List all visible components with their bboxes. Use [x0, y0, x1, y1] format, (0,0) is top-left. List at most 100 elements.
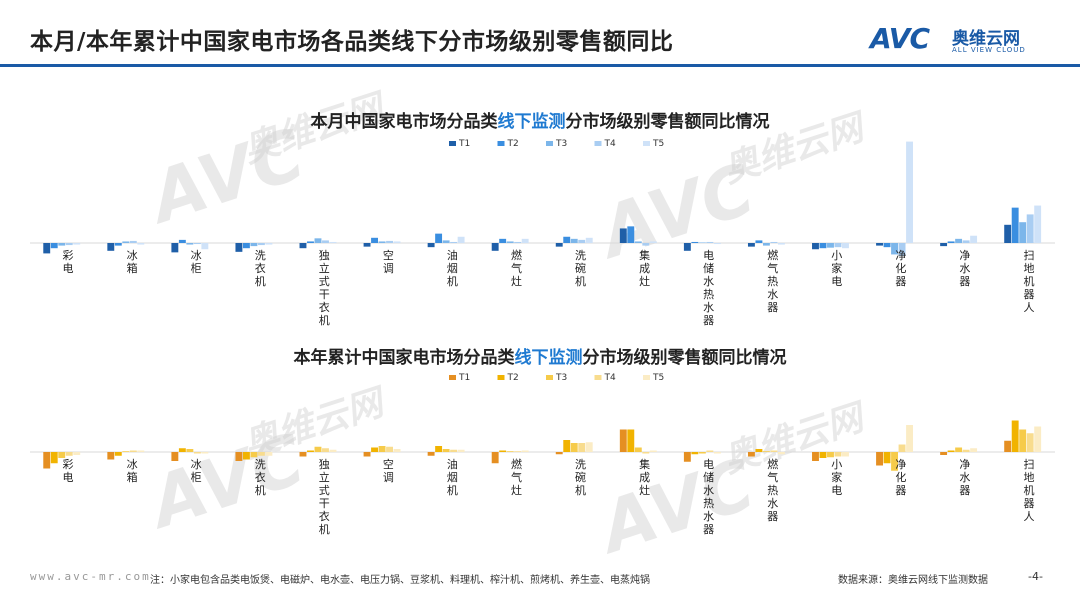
footer-url[interactable]: www.avc-mr.com	[30, 570, 151, 583]
chart-ytd-title-part1: 本年累计中国家电市场分品类	[293, 348, 515, 368]
bar-t3-4	[314, 446, 322, 452]
bar-t4-6	[450, 241, 458, 243]
bar-t2-15	[1011, 207, 1019, 243]
bar-t4-8	[578, 239, 586, 243]
bar-t2-9	[627, 429, 635, 452]
bar-t4-0	[65, 452, 73, 456]
bar-t5-5	[393, 449, 401, 452]
legend-label: T4	[604, 139, 616, 149]
bar-t4-1	[129, 450, 137, 452]
category-label: 独立式干衣机	[319, 458, 330, 536]
category-label: 彩电	[63, 249, 74, 275]
svg-text:冰箱: 冰箱	[127, 458, 138, 484]
svg-text:冰箱: 冰箱	[127, 249, 138, 275]
category-label: 洗碗机	[575, 249, 586, 288]
bar-t1-8	[555, 243, 563, 247]
bar-t3-12	[827, 452, 834, 458]
avc-logo: AVC 奥维云网 ALL VIEW CLOUD	[870, 20, 1050, 60]
bar-t1-10	[683, 452, 691, 462]
svg-text:扫地机器人: 扫地机器人	[1023, 249, 1034, 314]
bar-t4-7	[514, 451, 522, 452]
bar-t1-7	[491, 243, 499, 251]
bar-t4-14	[962, 449, 970, 452]
svg-text:洗碗机: 洗碗机	[575, 249, 586, 288]
bar-t1-13	[876, 452, 883, 466]
bar-t2-1	[114, 452, 122, 456]
svg-text:独立式干衣机: 独立式干衣机	[319, 249, 330, 327]
legend-swatch	[546, 375, 553, 380]
legend-swatch	[449, 375, 456, 380]
bar-t1-0	[43, 243, 51, 254]
bar-t2-15	[1011, 420, 1019, 452]
bar-t3-5	[378, 446, 386, 452]
bar-t4-5	[386, 240, 393, 243]
bar-t5-0	[73, 243, 81, 245]
bar-t1-9	[619, 429, 627, 452]
legend-label: T3	[555, 139, 567, 149]
bar-t4-9	[642, 243, 650, 246]
bar-t1-3	[235, 243, 243, 252]
chart-monthly-title-highlight: 线下监测	[497, 112, 566, 132]
bar-t4-15	[1026, 433, 1034, 452]
bar-t3-10	[698, 452, 706, 454]
bar-t4-13	[898, 444, 906, 452]
bar-t4-7	[514, 241, 522, 243]
bar-t2-13	[883, 452, 891, 464]
svg-text:净化器: 净化器	[895, 457, 906, 497]
category-label: 扫地机器人	[1023, 458, 1034, 523]
bar-t5-2	[201, 452, 209, 454]
category-label: 独立式干衣机	[319, 249, 330, 327]
chart-ytd-title: 本年累计中国家电市场分品类线下监测分市场级别零售额同比情况	[0, 343, 1080, 368]
bar-t5-4	[329, 241, 337, 243]
svg-text:燃气灶: 燃气灶	[511, 248, 522, 288]
bar-t3-3	[250, 243, 258, 247]
legend-swatch	[643, 141, 650, 146]
logo-en-text: ALL VIEW CLOUD	[952, 46, 1026, 54]
category-label: 集成灶	[639, 248, 650, 288]
legend-label: T2	[507, 373, 519, 383]
svg-text:净水器: 净水器	[959, 248, 970, 288]
bar-t1-4	[299, 243, 307, 249]
bar-t2-0	[50, 243, 58, 249]
bar-t4-11	[770, 450, 778, 452]
logo-cn-text: 奥维云网	[952, 29, 1020, 49]
bar-t5-5	[393, 241, 401, 243]
bar-t2-0	[50, 452, 58, 464]
bar-t1-6	[427, 243, 435, 248]
bar-t2-2	[178, 448, 186, 452]
bar-t2-4	[307, 450, 314, 452]
category-label: 洗碗机	[575, 458, 586, 497]
bar-t1-4	[299, 452, 307, 457]
bar-t1-3	[235, 452, 243, 461]
bar-t4-1	[129, 240, 137, 243]
bar-t1-11	[747, 452, 755, 457]
page-number: -4-	[1028, 570, 1043, 583]
chart-monthly-title-part1: 本月中国家电市场分品类	[310, 112, 498, 132]
bar-t2-3	[242, 243, 250, 249]
legend-item-t3: T3	[546, 139, 567, 149]
bar-t2-8	[563, 440, 571, 452]
svg-text:洗衣机: 洗衣机	[255, 249, 266, 288]
bar-t3-11	[762, 451, 770, 452]
bar-t3-10	[698, 242, 706, 243]
legend-label: T4	[604, 373, 616, 383]
svg-text:彩电: 彩电	[63, 458, 74, 484]
legend-label: T5	[652, 373, 664, 383]
bar-t3-13	[891, 243, 898, 255]
legend-label: T5	[652, 139, 664, 149]
bar-t3-14	[955, 447, 963, 452]
legend-swatch	[449, 141, 456, 146]
category-label: 净化器	[895, 248, 906, 288]
bar-t3-3	[250, 452, 258, 458]
legend-item-t4: T4	[594, 373, 616, 383]
bar-t3-1	[122, 451, 130, 452]
svg-text:燃气热水器: 燃气热水器	[767, 248, 778, 314]
category-label: 空调	[383, 457, 394, 484]
bar-t3-15	[1019, 222, 1027, 243]
legend-item-t5: T5	[643, 139, 664, 149]
legend-item-t3: T3	[546, 373, 567, 383]
bar-t1-8	[555, 452, 563, 455]
svg-text:电储水热水器: 电储水热水器	[703, 249, 714, 327]
legend-swatch	[594, 141, 602, 146]
bar-t4-10	[706, 241, 714, 243]
